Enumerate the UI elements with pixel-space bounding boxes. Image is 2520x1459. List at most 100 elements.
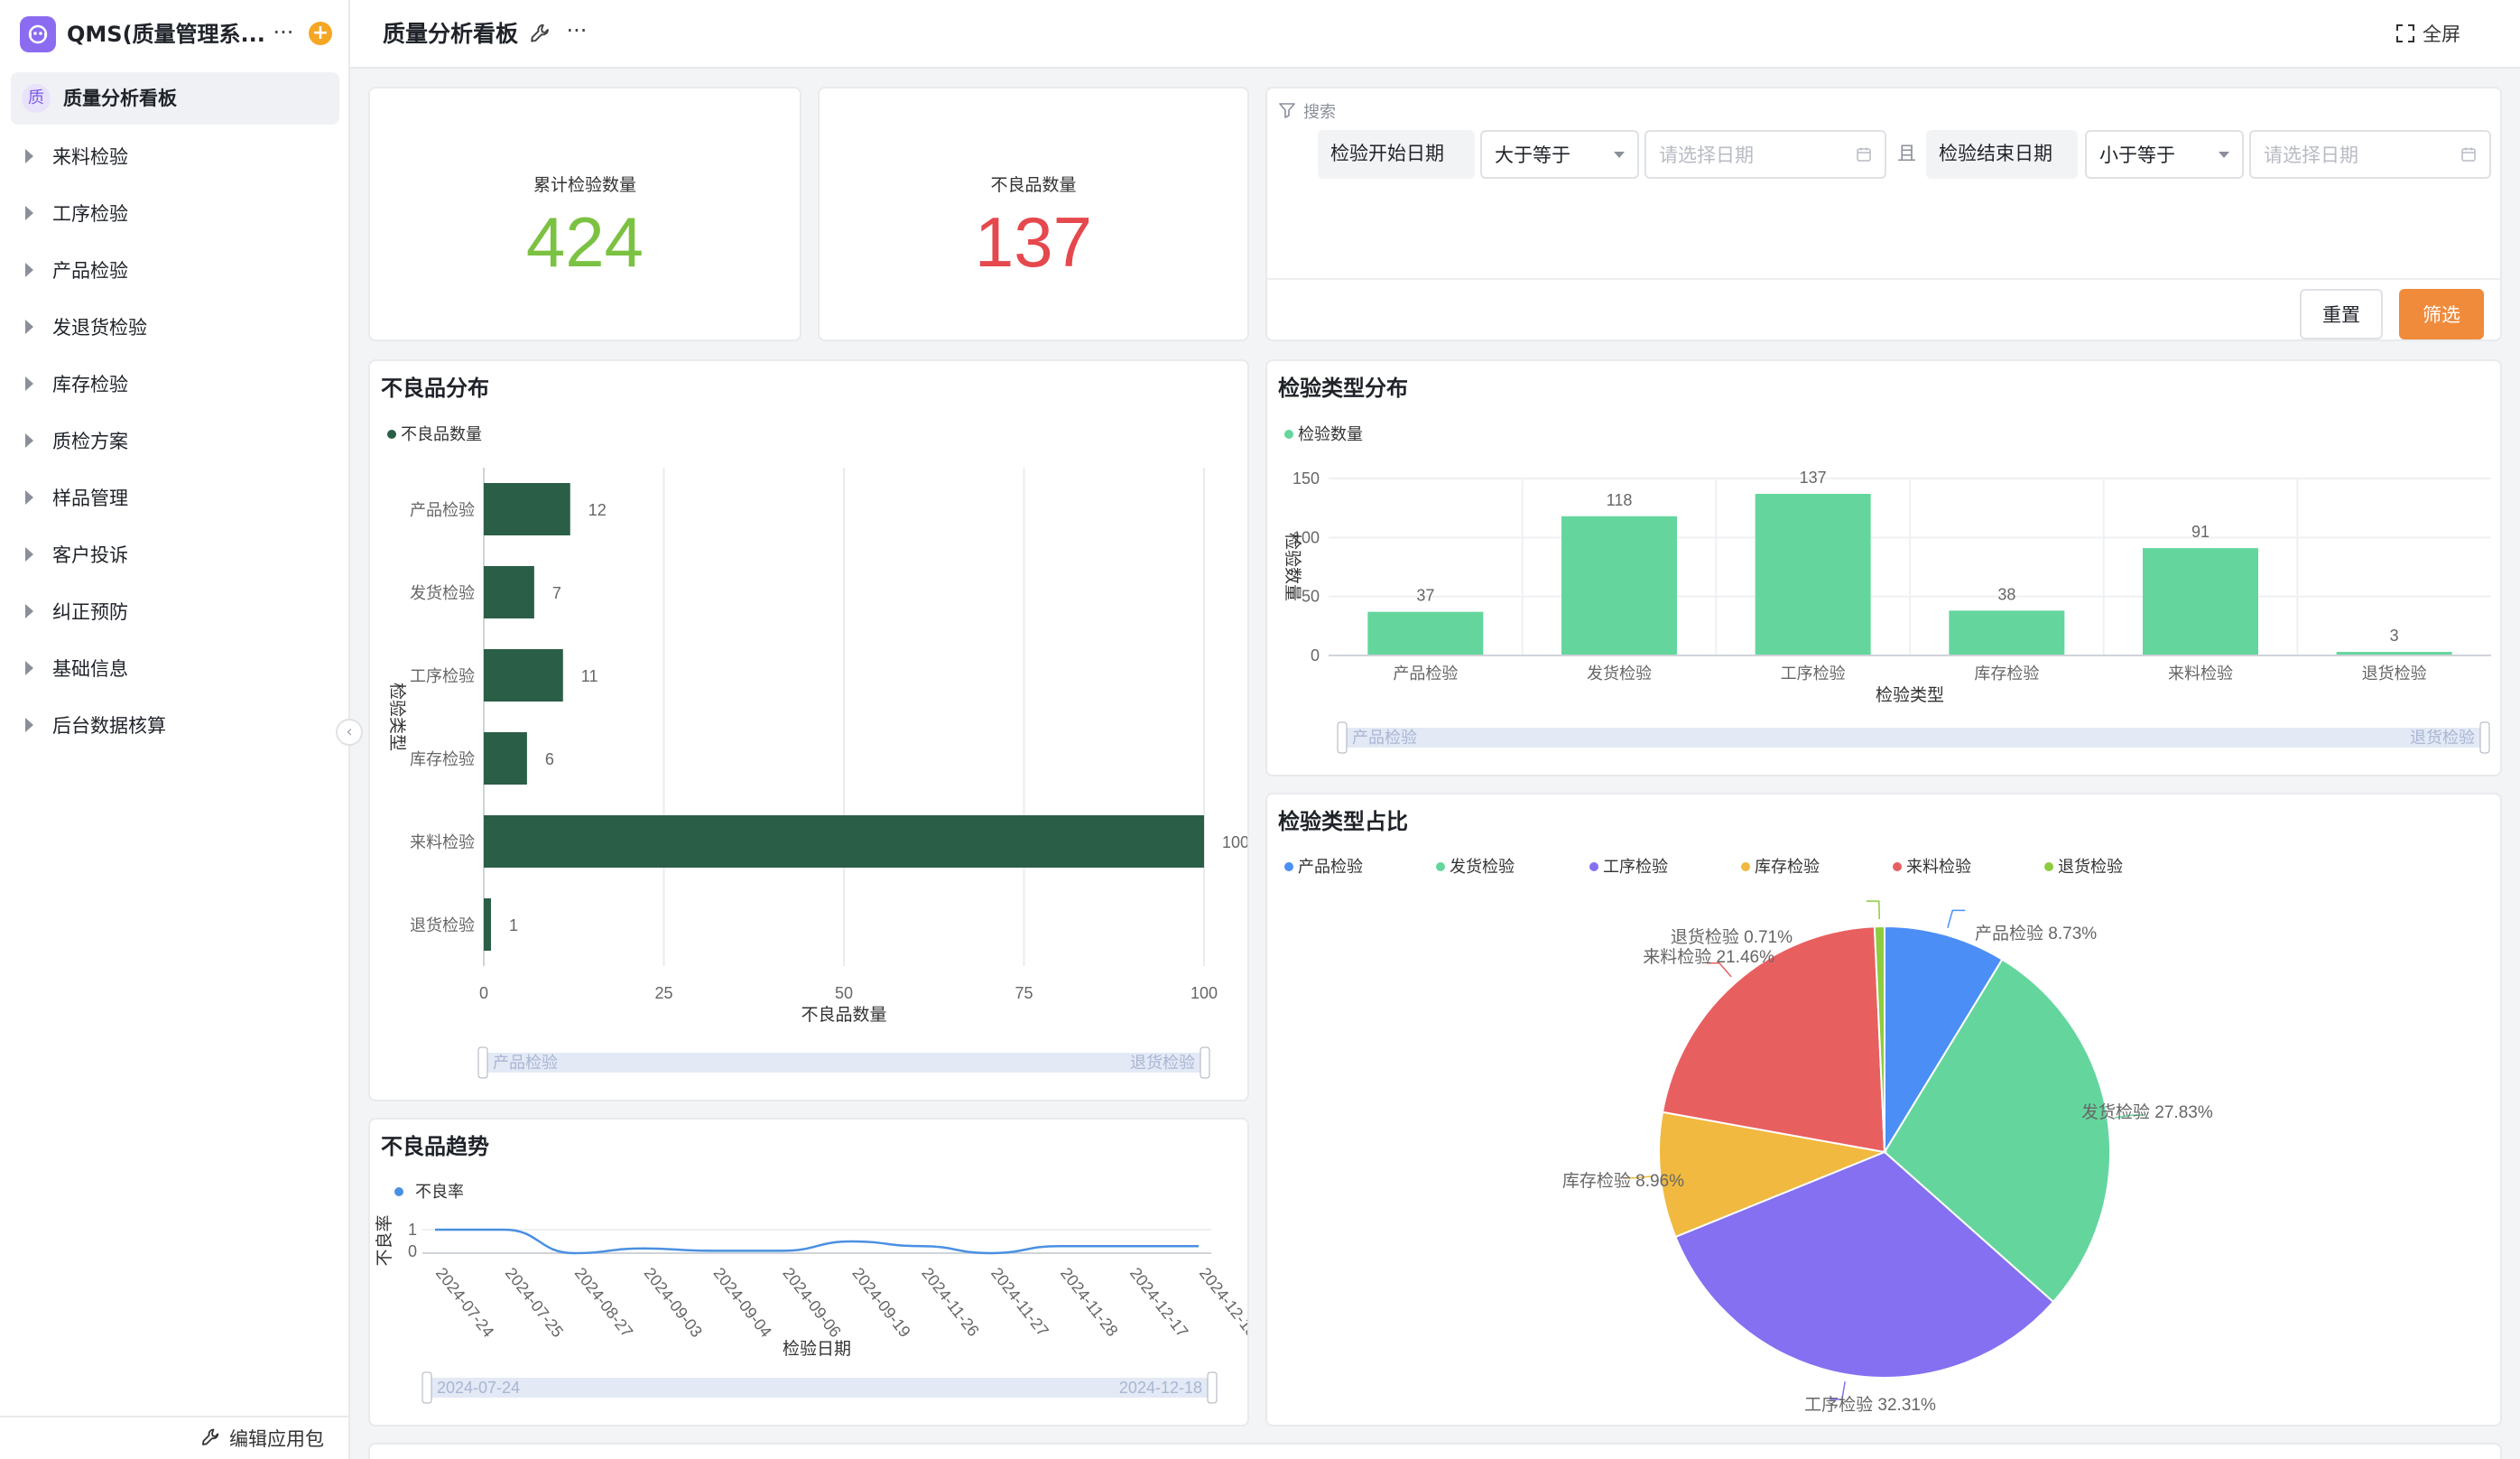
start-date-input[interactable]: 请选择日期 — [1644, 130, 1886, 179]
bar — [2336, 652, 2452, 655]
app-more-icon[interactable]: ··· — [273, 20, 294, 45]
chart-title: 检验类型分布 — [1278, 376, 1408, 401]
pie-slice — [1873, 925, 1885, 1153]
x-tick-label: 0 — [479, 984, 488, 1002]
x-tick-label: 库存检验 — [1974, 664, 2039, 683]
sidebar-item-8[interactable]: 客户投诉 — [0, 530, 350, 581]
slice-label: 来料检验 21.46% — [1643, 947, 1774, 967]
sidebar-item-10[interactable]: 基础信息 — [0, 644, 350, 694]
filter-panel: 搜索 检验开始日期 大于等于 请选择日期 且 检验结束日期 小于等于 请选择日期… — [1265, 87, 2502, 341]
stat-total-value: 424 — [525, 202, 644, 282]
y-axis-title: 不良率 — [375, 1214, 394, 1266]
zoom-start-label: 产品检验 — [493, 1054, 558, 1072]
stat-card-defect: 不良品数量 137 — [818, 87, 1249, 341]
end-operator-select[interactable]: 小于等于 — [2085, 130, 2244, 179]
end-date-field[interactable]: 检验结束日期 — [1926, 130, 2078, 179]
sidebar-item-7[interactable]: 样品管理 — [0, 473, 350, 524]
legend-marker — [1284, 430, 1293, 439]
pie-slice — [1658, 1111, 1888, 1239]
chevron-right-icon — [25, 320, 33, 334]
legend-label: 不良率 — [415, 1183, 464, 1201]
app-header: QMS(质量管理系... ··· + — [0, 0, 350, 69]
x-tick-label: 来料检验 — [2168, 664, 2233, 683]
defect-distribution-card: 不良品分布 不良品数量 0 25 50 75 100 产品检验 12 发货检验 7 工序检验 11 库存检… — [368, 359, 1249, 1101]
stat-defect-label: 不良品数量 — [990, 175, 1077, 195]
label-leader-line — [1947, 909, 1966, 928]
app-logo-icon[interactable] — [20, 16, 56, 52]
start-date-field[interactable]: 检验开始日期 — [1318, 130, 1475, 179]
sidebar-item-quality-dashboard[interactable]: 质 质量分析看板 — [11, 72, 339, 125]
search-label-text: 搜索 — [1303, 103, 1336, 122]
zoom-track — [484, 1053, 1204, 1073]
slice-label: 库存检验 8.96% — [1562, 1171, 1684, 1191]
legend-marker — [1589, 862, 1598, 871]
app-title[interactable]: QMS(质量管理系... — [67, 22, 265, 47]
sidebar-item-3[interactable]: 产品检验 — [0, 246, 350, 296]
sidebar-item-5[interactable]: 库存检验 — [0, 359, 350, 410]
bar — [1755, 493, 1871, 655]
sidebar-item-label: 纠正预防 — [52, 601, 128, 623]
fullscreen-label: 全屏 — [2423, 23, 2460, 45]
x-tick-label: 2024-08-27 — [571, 1264, 636, 1341]
y-tick-label: 工序检验 — [410, 667, 475, 685]
bar — [484, 732, 527, 785]
legend-marker — [1741, 862, 1750, 871]
sidebar-item-label: 客户投诉 — [52, 544, 128, 566]
legend-label: 产品检验 — [1298, 858, 1363, 876]
start-operator-value: 大于等于 — [1495, 144, 1570, 166]
top-bar: 质量分析看板 ··· 全屏 — [350, 0, 2520, 69]
sidebar-item-9[interactable]: 纠正预防 — [0, 587, 350, 637]
bar — [484, 815, 1204, 868]
y-axis-title: 检验类型 — [387, 683, 407, 751]
data-label: 38 — [1997, 585, 2015, 603]
reset-button[interactable]: 重置 — [2300, 289, 2383, 339]
start-operator-select[interactable]: 大于等于 — [1480, 130, 1639, 179]
sidebar-item-2[interactable]: 工序检验 — [0, 189, 350, 239]
end-date-input[interactable]: 请选择日期 — [2249, 130, 2491, 179]
sidebar-collapse-icon[interactable]: ‹ — [336, 719, 363, 746]
add-icon[interactable]: + — [309, 22, 332, 45]
slice-label: 产品检验 8.73% — [1975, 924, 2097, 943]
chevron-right-icon — [25, 376, 33, 391]
y-tick-label: 0 — [408, 1242, 417, 1260]
bar — [484, 566, 534, 618]
x-tick-label: 2024-07-24 — [432, 1264, 497, 1341]
data-label: 3 — [2390, 627, 2399, 645]
edit-app-package-button[interactable]: 编辑应用包 — [0, 1416, 350, 1459]
data-label: 91 — [2191, 523, 2210, 541]
legend-label: 发货检验 — [1450, 858, 1515, 876]
chevron-right-icon — [25, 206, 33, 220]
data-label: 118 — [1607, 491, 1633, 509]
y-tick-label: 发货检验 — [410, 584, 475, 602]
end-date-placeholder: 请选择日期 — [2264, 144, 2358, 166]
chevron-right-icon — [25, 661, 33, 675]
zoom-end-label: 2024-12-18 — [1119, 1379, 1202, 1397]
x-tick-label: 2024-12-18 — [1196, 1264, 1247, 1341]
pie-slice — [1661, 925, 1886, 1154]
y-axis-title: 检验数量 — [1283, 533, 1302, 601]
x-tick-label: 2024-09-06 — [779, 1264, 844, 1341]
y-tick-label: 产品检验 — [410, 501, 475, 519]
legend-label: 库存检验 — [1755, 858, 1820, 876]
x-tick-label: 2024-11-27 — [987, 1264, 1052, 1340]
fullscreen-button[interactable]: 全屏 — [2396, 0, 2460, 69]
zoom-start-label: 2024-07-24 — [437, 1379, 520, 1397]
sidebar: QMS(质量管理系... ··· + 质 质量分析看板 来料检验工序检验产品检验… — [0, 0, 363, 1459]
fullscreen-icon — [2396, 24, 2414, 42]
zoom-track — [1343, 728, 2484, 748]
data-label: 7 — [552, 584, 561, 602]
sidebar-item-11[interactable]: 后台数据核算 — [0, 701, 350, 751]
sidebar-item-4[interactable]: 发退货检验 — [0, 302, 350, 353]
legend-marker — [1436, 862, 1445, 871]
stat-card-total: 累计检验数量 424 — [368, 87, 801, 341]
sidebar-item-label: 样品管理 — [52, 488, 128, 509]
chevron-right-icon — [25, 604, 33, 618]
start-date-placeholder: 请选择日期 — [1659, 144, 1754, 166]
page-more-icon[interactable]: ··· — [566, 18, 588, 43]
wrench-icon[interactable] — [529, 22, 552, 45]
sidebar-item-6[interactable]: 质检方案 — [0, 416, 350, 467]
sidebar-item-1[interactable]: 来料检验 — [0, 132, 350, 182]
filter-button[interactable]: 筛选 — [2399, 289, 2484, 339]
